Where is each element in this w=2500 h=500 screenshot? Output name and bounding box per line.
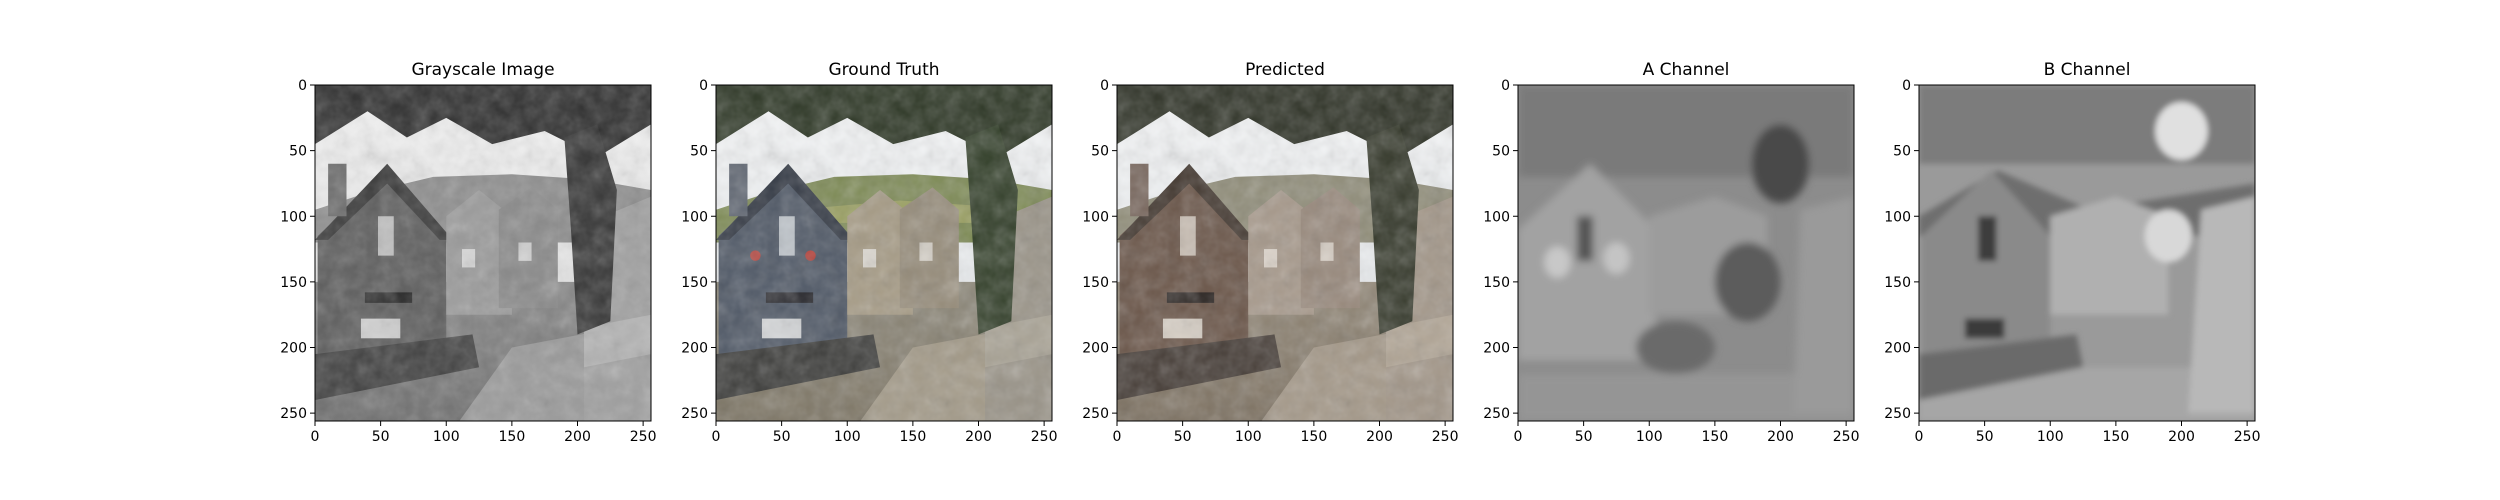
x-tick-label: 150: [2103, 429, 2130, 445]
y-tick-label: 200: [280, 341, 307, 357]
y-tick-label: 0: [1902, 78, 1911, 94]
x-tick-label: 100: [2037, 429, 2064, 445]
panel-image: [1919, 85, 2255, 421]
x-tick-label: 250: [1031, 429, 1058, 445]
panel-image: [315, 85, 651, 421]
y-tick-label: 200: [1483, 341, 1510, 357]
axes-frame: [1116, 84, 1454, 422]
axes-frame: [715, 84, 1053, 422]
x-tick-label: 0: [1113, 429, 1122, 445]
y-tick-label: 200: [681, 341, 708, 357]
x-tick-label: 100: [1235, 429, 1262, 445]
y-tick-label: 250: [1082, 406, 1109, 422]
panel-title: A Channel: [1643, 60, 1730, 80]
x-tick-label: 250: [630, 429, 657, 445]
x-tick-label: 100: [834, 429, 861, 445]
x-tick-label: 200: [564, 429, 591, 445]
panel-title: Predicted: [1245, 60, 1325, 80]
panel-title: Ground Truth: [828, 60, 939, 80]
y-tick-label: 100: [280, 209, 307, 225]
x-tick-label: 150: [1301, 429, 1328, 445]
y-tick-label: 150: [1483, 275, 1510, 291]
axes-frame: [1517, 84, 1855, 422]
y-tick-label: 200: [1082, 341, 1109, 357]
x-tick-label: 250: [2234, 429, 2261, 445]
panel-image: [1518, 85, 1854, 421]
x-tick-label: 100: [433, 429, 460, 445]
y-tick-label: 50: [1893, 144, 1911, 160]
x-tick-label: 200: [1366, 429, 1393, 445]
y-tick-label: 250: [681, 406, 708, 422]
y-tick-label: 200: [1884, 341, 1911, 357]
y-tick-label: 50: [690, 144, 708, 160]
x-tick-label: 0: [1915, 429, 1924, 445]
panel-title: Grayscale Image: [411, 60, 554, 80]
x-tick-label: 0: [712, 429, 721, 445]
x-tick-label: 150: [499, 429, 526, 445]
axes-frame: [314, 84, 652, 422]
x-tick-label: 150: [900, 429, 927, 445]
x-tick-label: 50: [372, 429, 390, 445]
panel-image: [716, 85, 1052, 421]
y-tick-label: 100: [1884, 209, 1911, 225]
x-tick-label: 250: [1432, 429, 1459, 445]
y-tick-label: 100: [681, 209, 708, 225]
panel-title: B Channel: [2044, 60, 2131, 80]
y-tick-label: 150: [681, 275, 708, 291]
x-tick-label: 200: [2168, 429, 2195, 445]
x-tick-label: 50: [1174, 429, 1192, 445]
y-tick-label: 150: [1082, 275, 1109, 291]
y-tick-label: 250: [1483, 406, 1510, 422]
x-tick-label: 200: [1767, 429, 1794, 445]
y-tick-label: 150: [1884, 275, 1911, 291]
y-tick-label: 0: [298, 78, 307, 94]
panel-image: [1117, 85, 1453, 421]
y-tick-label: 0: [1100, 78, 1109, 94]
x-tick-label: 50: [1575, 429, 1593, 445]
y-tick-label: 50: [289, 144, 307, 160]
axes-frame: [1918, 84, 2256, 422]
x-tick-label: 50: [1976, 429, 1994, 445]
x-tick-label: 100: [1636, 429, 1663, 445]
y-tick-label: 150: [280, 275, 307, 291]
y-tick-label: 0: [699, 78, 708, 94]
y-tick-label: 100: [1082, 209, 1109, 225]
x-tick-label: 50: [773, 429, 791, 445]
x-tick-label: 150: [1702, 429, 1729, 445]
x-tick-label: 0: [1514, 429, 1523, 445]
y-tick-label: 250: [1884, 406, 1911, 422]
y-tick-label: 50: [1492, 144, 1510, 160]
y-tick-label: 250: [280, 406, 307, 422]
x-tick-label: 200: [965, 429, 992, 445]
x-tick-label: 0: [311, 429, 320, 445]
y-tick-label: 50: [1091, 144, 1109, 160]
y-tick-label: 100: [1483, 209, 1510, 225]
x-tick-label: 250: [1833, 429, 1860, 445]
y-tick-label: 0: [1501, 78, 1510, 94]
